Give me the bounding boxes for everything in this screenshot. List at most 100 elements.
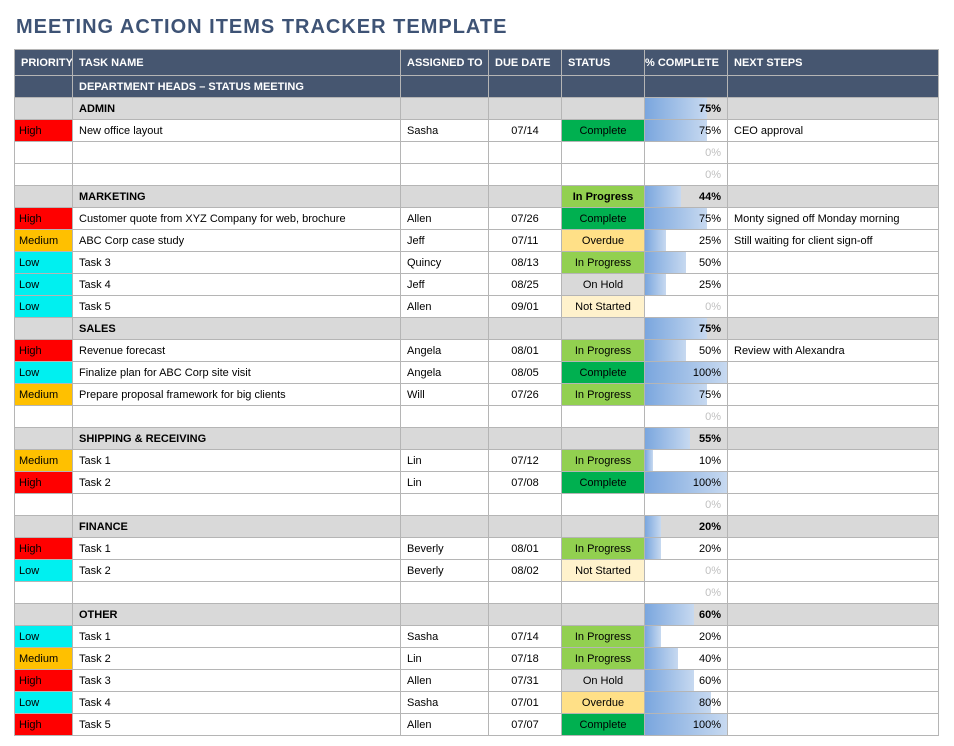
- pct-cell: 0%: [645, 494, 728, 516]
- task-cell: Revenue forecast: [73, 340, 401, 362]
- priority-cell: Medium: [15, 450, 73, 472]
- blank-cell: [645, 76, 728, 98]
- table-row: HighCustomer quote from XYZ Company for …: [15, 208, 939, 230]
- pct-cell: 75%: [645, 384, 728, 406]
- section-header-label: DEPARTMENT HEADS – STATUS MEETING: [73, 76, 401, 98]
- assigned-cell: Jeff: [401, 274, 489, 296]
- task-cell: Finalize plan for ABC Corp site visit: [73, 362, 401, 384]
- due-cell: 07/26: [489, 208, 562, 230]
- priority-cell: Medium: [15, 648, 73, 670]
- pct-label: 75%: [699, 323, 727, 335]
- blank-cell: [401, 428, 489, 450]
- table-row: HighRevenue forecastAngela08/01In Progre…: [15, 340, 939, 362]
- pct-label: 0%: [705, 587, 727, 599]
- priority-cell: [15, 494, 73, 516]
- pct-cell: 60%: [645, 670, 728, 692]
- task-cell: [73, 494, 401, 516]
- table-row: HighTask 2Lin07/08Complete100%: [15, 472, 939, 494]
- due-cell: 07/14: [489, 120, 562, 142]
- task-cell: ABC Corp case study: [73, 230, 401, 252]
- assigned-cell: Angela: [401, 362, 489, 384]
- priority-cell: High: [15, 340, 73, 362]
- due-cell: 07/11: [489, 230, 562, 252]
- task-cell: Task 4: [73, 692, 401, 714]
- blank-cell: [489, 186, 562, 208]
- priority-cell: Low: [15, 626, 73, 648]
- pct-label: 20%: [699, 543, 727, 555]
- assigned-cell: Beverly: [401, 538, 489, 560]
- blank-cell: [15, 76, 73, 98]
- due-cell: [489, 164, 562, 186]
- task-cell: Task 5: [73, 296, 401, 318]
- assigned-cell: Beverly: [401, 560, 489, 582]
- next-cell: [728, 538, 939, 560]
- status-cell: [562, 494, 645, 516]
- pct-label: 75%: [699, 213, 727, 225]
- table-row: HighTask 3Allen07/31On Hold60%: [15, 670, 939, 692]
- status-cell: In Progress: [562, 252, 645, 274]
- table-row: 0%: [15, 582, 939, 604]
- pct-cell: 25%: [645, 274, 728, 296]
- pct-label: 75%: [699, 103, 727, 115]
- due-cell: 09/01: [489, 296, 562, 318]
- due-cell: 08/05: [489, 362, 562, 384]
- task-cell: [73, 164, 401, 186]
- task-cell: Task 1: [73, 538, 401, 560]
- assigned-cell: Sasha: [401, 692, 489, 714]
- table-row: 0%: [15, 164, 939, 186]
- pct-label: 75%: [699, 389, 727, 401]
- blank-cell: [728, 318, 939, 340]
- pct-label: 0%: [705, 499, 727, 511]
- assigned-cell: [401, 164, 489, 186]
- pct-bar: [645, 318, 707, 339]
- next-cell: [728, 406, 939, 428]
- pct-label: 0%: [705, 169, 727, 181]
- pct-bar: [645, 384, 707, 405]
- pct-bar: [645, 670, 694, 691]
- assigned-cell: [401, 494, 489, 516]
- due-cell: 08/01: [489, 340, 562, 362]
- due-cell: 07/01: [489, 692, 562, 714]
- group-name: SHIPPING & RECEIVING: [73, 428, 401, 450]
- table-row: MediumABC Corp case studyJeff07/11Overdu…: [15, 230, 939, 252]
- due-cell: 07/07: [489, 714, 562, 736]
- pct-label: 55%: [699, 433, 727, 445]
- blank-cell: [489, 604, 562, 626]
- pct-cell: 0%: [645, 560, 728, 582]
- pct-bar: [645, 340, 686, 361]
- pct-bar: [645, 538, 661, 559]
- group-status: [562, 604, 645, 626]
- pct-cell: 0%: [645, 296, 728, 318]
- table-header-row: PRIORITY TASK NAME ASSIGNED TO DUE DATE …: [15, 50, 939, 76]
- blank-cell: [15, 98, 73, 120]
- pct-bar: [645, 274, 666, 295]
- blank-cell: [728, 516, 939, 538]
- pct-label: 44%: [699, 191, 727, 203]
- assigned-cell: Jeff: [401, 230, 489, 252]
- next-cell: [728, 692, 939, 714]
- pct-label: 20%: [699, 631, 727, 643]
- table-row: HighTask 1Beverly08/01In Progress20%: [15, 538, 939, 560]
- task-cell: Task 1: [73, 450, 401, 472]
- pct-label: 100%: [693, 719, 727, 731]
- col-header-assigned: ASSIGNED TO: [401, 50, 489, 76]
- assigned-cell: Allen: [401, 208, 489, 230]
- assigned-cell: Lin: [401, 472, 489, 494]
- blank-cell: [728, 98, 939, 120]
- priority-cell: Low: [15, 274, 73, 296]
- pct-cell: 80%: [645, 692, 728, 714]
- pct-label: 50%: [699, 257, 727, 269]
- table-row: MediumTask 2Lin07/18In Progress40%: [15, 648, 939, 670]
- pct-cell: 0%: [645, 164, 728, 186]
- status-cell: Overdue: [562, 230, 645, 252]
- blank-cell: [728, 186, 939, 208]
- task-cell: Prepare proposal framework for big clien…: [73, 384, 401, 406]
- group-header-row: FINANCE20%: [15, 516, 939, 538]
- next-cell: [728, 142, 939, 164]
- pct-label: 75%: [699, 125, 727, 137]
- next-cell: Review with Alexandra: [728, 340, 939, 362]
- status-cell: [562, 142, 645, 164]
- table-row: LowTask 5Allen09/01Not Started0%: [15, 296, 939, 318]
- blank-cell: [401, 76, 489, 98]
- next-cell: [728, 472, 939, 494]
